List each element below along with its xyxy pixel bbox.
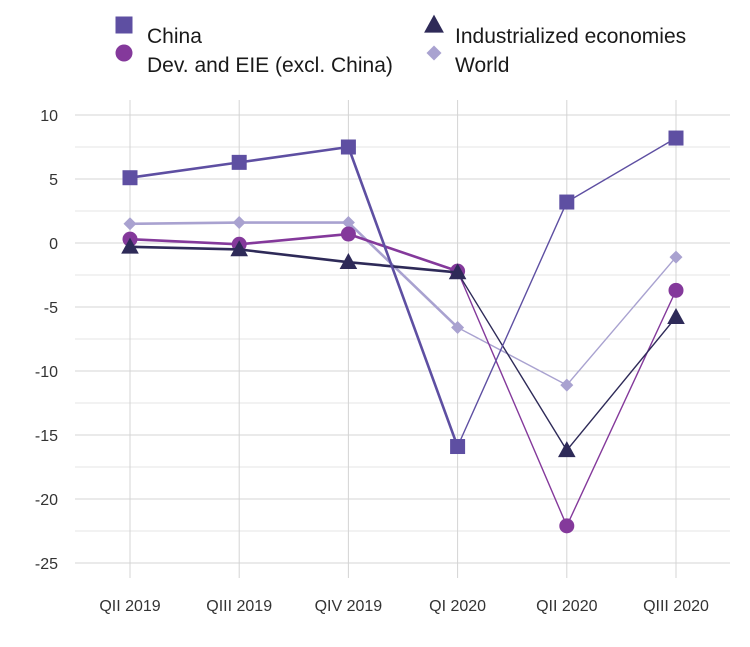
legend-marker [115, 44, 133, 62]
series-line-segment [566, 289, 677, 527]
legend-item: Dev. and EIE (excl. China) [115, 44, 393, 77]
y-tick-label: 10 [40, 108, 58, 125]
legend-label: Industrialized economies [455, 25, 686, 48]
series-line-segment [566, 137, 677, 203]
series-line-segment [456, 201, 568, 448]
x-tick-label: QIII 2019 [206, 598, 272, 615]
data-point [231, 154, 247, 170]
data-point [339, 253, 358, 269]
y-tick-label: -25 [35, 556, 58, 573]
series-line-segment [456, 326, 568, 386]
legend-label: Dev. and EIE (excl. China) [147, 54, 393, 77]
data-point [667, 308, 685, 325]
legend-marker [115, 16, 133, 34]
data-point [341, 216, 355, 230]
data-point [669, 250, 683, 264]
legend-label: China [147, 25, 202, 48]
data-point [121, 237, 139, 254]
data-point [560, 378, 574, 392]
data-point [559, 194, 575, 210]
series-line-segment [347, 232, 459, 273]
x-tick-label: QIV 2019 [315, 598, 383, 615]
series-line-segment [128, 245, 241, 251]
y-tick-label: -20 [35, 492, 58, 509]
data-point [232, 216, 246, 230]
data-point [122, 170, 138, 186]
data-point [123, 217, 137, 231]
legend: China Industrialized economies Dev. and EI… [115, 14, 686, 77]
x-tick-label: QII 2020 [536, 598, 597, 615]
series-line-segment [237, 248, 350, 264]
series-line-segment [128, 161, 241, 180]
data-point [448, 263, 467, 280]
y-tick-label: -10 [35, 364, 58, 381]
data-point [558, 441, 576, 458]
series-line-segment [566, 316, 677, 452]
y-tick-label: 0 [49, 236, 58, 253]
x-tick-label: QIII 2020 [643, 598, 709, 615]
series-china [122, 130, 684, 455]
axis-labels: 10 5 0 -5 -10 -15 -20 -25 QII 2019 QIII 2019 QIV 2… [35, 108, 709, 615]
legend-item: World [426, 45, 509, 77]
series-line-segment [456, 270, 568, 527]
series-line-segment [347, 260, 459, 274]
series-dev-and-eie-excl-china [122, 226, 684, 534]
series-line-segment [128, 237, 241, 246]
data-point [559, 518, 575, 534]
legend-marker [426, 45, 442, 61]
x-tick-label: QII 2019 [99, 598, 160, 615]
series-line-segment [128, 221, 241, 226]
data-point [668, 130, 684, 146]
series-line-segment [456, 271, 568, 452]
legend-item: China [115, 16, 202, 48]
series-layer [121, 130, 685, 534]
data-point [450, 439, 466, 455]
x-tick-label: QI 2020 [429, 598, 486, 615]
series-industrialized-economies [121, 237, 685, 458]
y-tick-label: -5 [44, 300, 58, 317]
data-point [340, 139, 356, 155]
legend-label: World [455, 54, 509, 77]
series-line-segment [237, 145, 350, 164]
data-point [340, 226, 356, 242]
data-point [668, 282, 684, 298]
y-tick-label: 5 [49, 172, 58, 189]
series-line-segment [347, 145, 459, 448]
series-line-segment [566, 256, 677, 386]
data-point [451, 320, 465, 334]
legend-marker [424, 14, 444, 33]
legend-item: Industrialized economies [424, 14, 686, 48]
data-point [230, 240, 248, 257]
y-tick-label: -15 [35, 428, 58, 445]
series-line-segment [237, 232, 350, 246]
